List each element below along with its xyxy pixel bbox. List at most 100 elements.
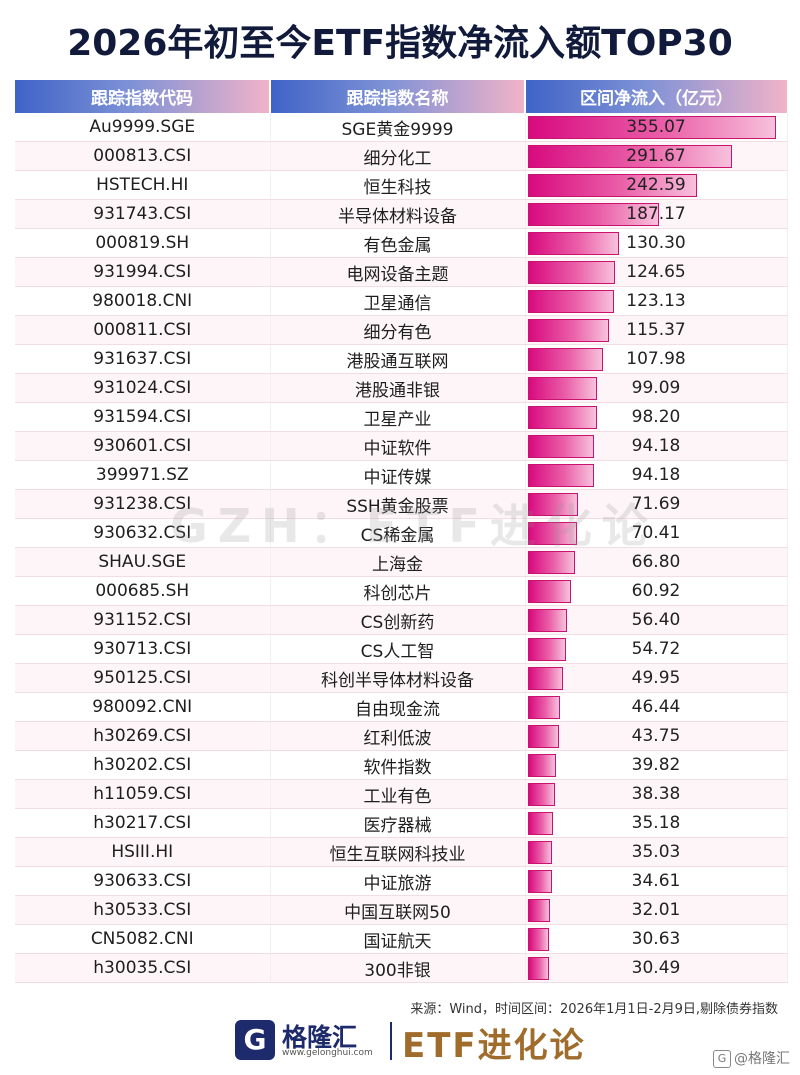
net-inflow-bar: [527, 667, 563, 690]
net-inflow-cell: 98.20: [525, 402, 788, 432]
index-code-cell: 930632.CSI: [15, 518, 271, 548]
net-inflow-value: 66.80: [631, 552, 681, 572]
net-inflow-bar: [527, 203, 659, 226]
table-row: h11059.CSI 工业有色 38.38: [15, 779, 788, 809]
table-row: 950125.CSI 科创半导体材料设备 49.95: [15, 663, 788, 693]
net-inflow-value: 115.37: [626, 320, 686, 340]
net-inflow-value: 34.61: [631, 871, 681, 891]
source-note: 来源：Wind，时间区间：2026年1月1日-2月9日,剔除债券指数: [410, 1002, 778, 1017]
net-inflow-bar: [527, 261, 615, 284]
table-row: 931024.CSI 港股通非银 99.09: [15, 373, 788, 403]
net-inflow-bar: [527, 696, 560, 719]
net-inflow-cell: 32.01: [525, 895, 788, 925]
net-inflow-value: 123.13: [626, 291, 686, 311]
table-row: h30533.CSI 中国互联网50 32.01: [15, 895, 788, 925]
corner-text: @格隆汇: [734, 1051, 790, 1067]
index-name-cell: 半导体材料设备: [270, 199, 526, 229]
index-name-cell: CS稀金属: [270, 518, 526, 548]
index-name-cell: 国证航天: [270, 924, 526, 954]
table-row: HSTECH.HI 恒生科技 242.59: [15, 170, 788, 200]
net-inflow-cell: 70.41: [525, 518, 788, 548]
net-inflow-value: 291.67: [626, 146, 686, 166]
index-name-cell: 自由现金流: [270, 692, 526, 722]
net-inflow-cell: 107.98: [525, 344, 788, 374]
index-name-cell: 科创芯片: [270, 576, 526, 606]
header-value: 区间净流入（亿元）: [525, 80, 787, 113]
index-code-cell: h30269.CSI: [15, 721, 271, 751]
net-inflow-cell: 187.17: [525, 199, 788, 229]
net-inflow-bar: [527, 435, 594, 458]
net-inflow-cell: 66.80: [525, 547, 788, 577]
index-name-cell: SSH黄金股票: [270, 489, 526, 519]
index-name-cell: 中国互联网50: [270, 895, 526, 925]
net-inflow-value: 130.30: [626, 233, 686, 253]
index-code-cell: HSIII.HI: [15, 837, 271, 867]
index-name-cell: CS人工智: [270, 634, 526, 664]
footer-divider: [390, 1022, 392, 1060]
net-inflow-cell: 35.18: [525, 808, 788, 838]
index-code-cell: h11059.CSI: [15, 779, 271, 809]
net-inflow-value: 46.44: [631, 697, 681, 717]
index-name-cell: 红利低波: [270, 721, 526, 751]
net-inflow-value: 38.38: [631, 784, 681, 804]
table-row: HSIII.HI 恒生互联网科技业 35.03: [15, 837, 788, 867]
index-code-cell: HSTECH.HI: [15, 170, 271, 200]
index-code-cell: 000685.SH: [15, 576, 271, 606]
index-code-cell: 980018.CNI: [15, 286, 271, 316]
net-inflow-bar: [527, 899, 550, 922]
net-inflow-bar: [527, 348, 603, 371]
net-inflow-cell: 94.18: [525, 431, 788, 461]
index-name-cell: 中证软件: [270, 431, 526, 461]
net-inflow-bar: [527, 870, 552, 893]
index-code-cell: 931637.CSI: [15, 344, 271, 374]
net-inflow-value: 32.01: [631, 900, 681, 920]
table-row: h30035.CSI 300非银 30.49: [15, 953, 788, 983]
net-inflow-cell: 242.59: [525, 170, 788, 200]
index-name-cell: 上海金: [270, 547, 526, 577]
table-row: 930713.CSI CS人工智 54.72: [15, 634, 788, 664]
net-inflow-cell: 54.72: [525, 634, 788, 664]
net-inflow-cell: 39.82: [525, 750, 788, 780]
net-inflow-cell: 35.03: [525, 837, 788, 867]
net-inflow-value: 43.75: [631, 726, 681, 746]
net-inflow-cell: 94.18: [525, 460, 788, 490]
net-inflow-value: 30.49: [631, 958, 681, 978]
footer: G 格隆汇 www.gelonghui.com ETF进化论 G @格隆汇: [0, 1012, 800, 1075]
index-code-cell: 930713.CSI: [15, 634, 271, 664]
net-inflow-bar: [527, 928, 549, 951]
net-inflow-bar: [527, 580, 571, 603]
net-inflow-value: 35.03: [631, 842, 681, 862]
index-name-cell: 港股通互联网: [270, 344, 526, 374]
index-name-cell: 港股通非银: [270, 373, 526, 403]
net-inflow-cell: 99.09: [525, 373, 788, 403]
index-name-cell: 医疗器械: [270, 808, 526, 838]
net-inflow-value: 30.63: [631, 929, 681, 949]
index-code-cell: h30533.CSI: [15, 895, 271, 925]
index-code-cell: 930633.CSI: [15, 866, 271, 896]
etf-inflow-table: 跟踪指数代码 跟踪指数名称 区间净流入（亿元） Au9999.SGE SGE黄金9…: [15, 80, 788, 983]
net-inflow-cell: 115.37: [525, 315, 788, 345]
table-row: 930632.CSI CS稀金属 70.41: [15, 518, 788, 548]
net-inflow-bar: [527, 116, 776, 139]
net-inflow-bar: [527, 290, 614, 313]
net-inflow-value: 56.40: [631, 610, 681, 630]
index-code-cell: h30202.CSI: [15, 750, 271, 780]
index-name-cell: CS创新药: [270, 605, 526, 635]
net-inflow-cell: 130.30: [525, 228, 788, 258]
table-row: 000819.SH 有色金属 130.30: [15, 228, 788, 258]
corner-watermark: G @格隆汇: [713, 1048, 790, 1068]
table-row: 000813.CSI 细分化工 291.67: [15, 141, 788, 171]
index-code-cell: SHAU.SGE: [15, 547, 271, 577]
index-name-cell: 恒生互联网科技业: [270, 837, 526, 867]
net-inflow-bar: [527, 377, 597, 400]
table-row: 931594.CSI 卫星产业 98.20: [15, 402, 788, 432]
net-inflow-cell: 30.49: [525, 953, 788, 983]
net-inflow-bar: [527, 841, 552, 864]
index-code-cell: 000819.SH: [15, 228, 271, 258]
index-code-cell: 931994.CSI: [15, 257, 271, 287]
logo-name: 格隆汇: [282, 1023, 358, 1052]
net-inflow-value: 39.82: [631, 755, 681, 775]
index-name-cell: 有色金属: [270, 228, 526, 258]
table-row: 931743.CSI 半导体材料设备 187.17: [15, 199, 788, 229]
net-inflow-value: 242.59: [626, 175, 686, 195]
